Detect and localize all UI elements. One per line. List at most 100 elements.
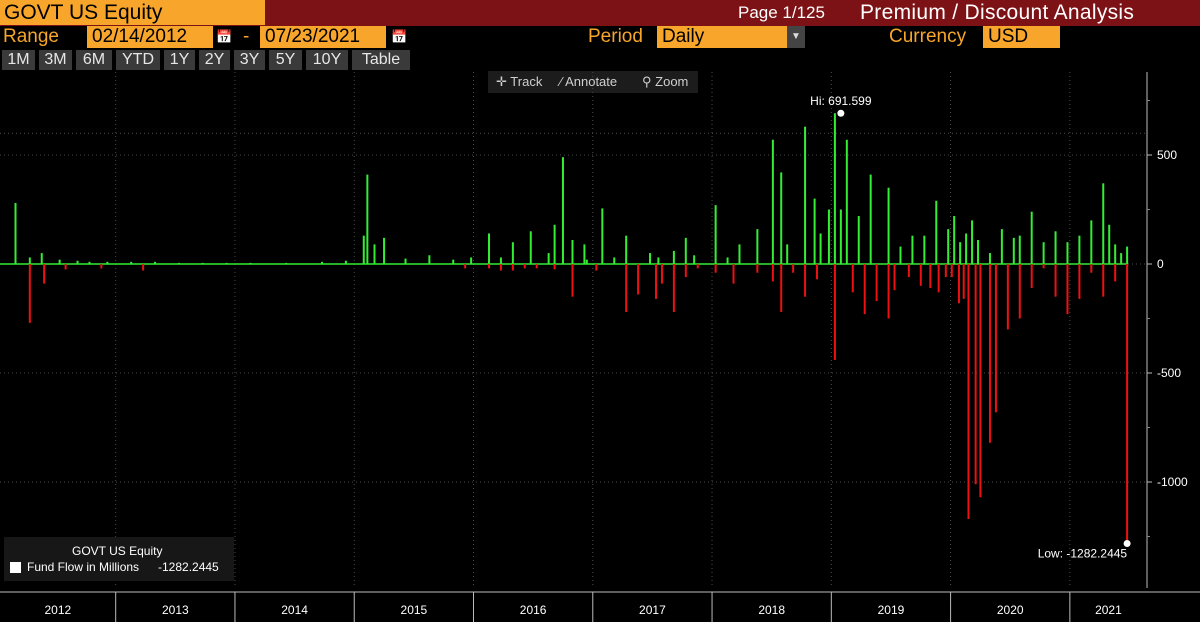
outflow-bar	[1006, 264, 1009, 330]
inflow-bar	[547, 253, 550, 264]
inflow-bar	[88, 261, 91, 264]
tab-3m[interactable]: 3M	[39, 50, 72, 70]
annotate-label: Annotate	[565, 74, 618, 89]
outflow-bar	[875, 264, 878, 302]
ticker-field[interactable]: GOVT US Equity	[0, 0, 265, 25]
outflow-bar	[863, 264, 866, 315]
inflow-bar	[571, 240, 574, 264]
inflow-bar	[657, 257, 660, 264]
tab-1m[interactable]: 1M	[2, 50, 35, 70]
outflow-bar	[1066, 264, 1069, 315]
low-marker	[1123, 540, 1131, 548]
inflow-bar	[613, 257, 616, 264]
inflow-bar	[1018, 235, 1021, 264]
outflow-bar	[937, 264, 940, 293]
inflow-bar	[1108, 224, 1111, 264]
inflow-bar	[923, 235, 926, 264]
tab-table[interactable]: Table	[352, 50, 410, 70]
inflow-bar	[40, 253, 43, 264]
outflow-bar	[974, 264, 977, 485]
x-tick-label: 2014	[281, 603, 308, 617]
crosshair-icon: ✛	[496, 74, 507, 89]
inflow-bar	[947, 229, 950, 264]
inflow-bar	[1042, 242, 1045, 264]
inflow-bar	[857, 216, 860, 264]
outflow-bar	[553, 264, 556, 270]
x-tick-label: 2021	[1095, 603, 1122, 617]
inflow-bar	[529, 231, 532, 264]
inflow-bar	[804, 126, 807, 264]
y-tick-label: 0	[1157, 257, 1164, 271]
inflow-bar	[780, 172, 783, 264]
annotate-button[interactable]: ∕ Annotate	[560, 71, 617, 93]
zoom-label: Zoom	[655, 74, 689, 89]
outflow-bar	[625, 264, 628, 312]
inflow-bar	[649, 253, 652, 264]
inflow-bar	[971, 220, 974, 264]
inflow-bar	[684, 237, 687, 264]
inflow-bar	[583, 244, 586, 264]
outflow-bar	[654, 264, 657, 299]
inflow-bar	[771, 139, 774, 264]
tab-1y[interactable]: 1Y	[164, 50, 195, 70]
track-button[interactable]: ✛ Track	[496, 71, 542, 93]
chevron-down-icon[interactable]: ▼	[787, 26, 805, 48]
x-tick-label: 2013	[162, 603, 189, 617]
inflow-bar	[601, 208, 604, 264]
inflow-bar	[1078, 235, 1081, 264]
inflow-bar	[344, 260, 347, 264]
page-title: Premium / Discount Analysis	[860, 1, 1135, 24]
outflow-bar	[929, 264, 932, 288]
tab-10y[interactable]: 10Y	[306, 50, 348, 70]
tab-2y[interactable]: 2Y	[199, 50, 230, 70]
currency-field[interactable]: USD	[983, 26, 1060, 48]
x-tick-label: 2018	[758, 603, 785, 617]
inflow-bar	[693, 255, 696, 264]
outflow-bar	[1114, 264, 1117, 282]
end-date-field[interactable]: 07/23/2021	[260, 26, 386, 48]
inflow-bar	[813, 198, 816, 264]
outflow-bar	[684, 264, 687, 278]
outflow-bar	[967, 264, 970, 520]
y-tick-label: -1000	[1157, 475, 1188, 489]
outflow-bar	[100, 264, 103, 269]
tab-ytd[interactable]: YTD	[116, 50, 160, 70]
outflow-bar	[851, 264, 854, 293]
outflow-bar	[979, 264, 982, 498]
outflow-bar	[464, 264, 467, 269]
zoom-button[interactable]: ⚲ Zoom	[642, 71, 688, 93]
chart-bars	[0, 113, 1129, 544]
inflow-bar	[672, 250, 675, 264]
calendar-icon[interactable]: 📅	[391, 29, 408, 44]
inflow-bar	[404, 258, 407, 264]
outflow-bar	[1090, 264, 1093, 273]
legend-series-name: Fund Flow in Millions	[27, 560, 140, 574]
outflow-bar	[714, 264, 717, 273]
outflow-bar	[1126, 264, 1129, 544]
inflow-bar	[383, 237, 386, 264]
outflow-bar	[523, 264, 526, 269]
outflow-bar	[957, 264, 960, 304]
inflow-bar	[756, 229, 759, 264]
period-select[interactable]: Daily	[657, 26, 787, 48]
track-label: Track	[510, 74, 543, 89]
x-tick-label: 2020	[997, 603, 1024, 617]
tab-5y[interactable]: 5Y	[269, 50, 302, 70]
inflow-bar	[839, 209, 842, 264]
outflow-bar	[887, 264, 890, 319]
outflow-bar	[816, 264, 819, 280]
x-tick-label: 2016	[520, 603, 547, 617]
start-date-field[interactable]: 02/14/2012	[87, 26, 213, 48]
tab-6m[interactable]: 6M	[76, 50, 112, 70]
tab-3y[interactable]: 3Y	[234, 50, 265, 70]
calendar-icon[interactable]: 📅	[216, 29, 233, 44]
y-tick-label: 500	[1157, 148, 1177, 162]
legend-series-value: -1282.2445	[158, 560, 219, 574]
outflow-bar	[1042, 264, 1045, 269]
outflow-bar	[1030, 264, 1033, 288]
inflow-bar	[428, 255, 431, 264]
legend-title: GOVT US Equity	[72, 544, 163, 558]
inflow-bar	[935, 200, 938, 264]
outflow-bar	[756, 264, 759, 273]
